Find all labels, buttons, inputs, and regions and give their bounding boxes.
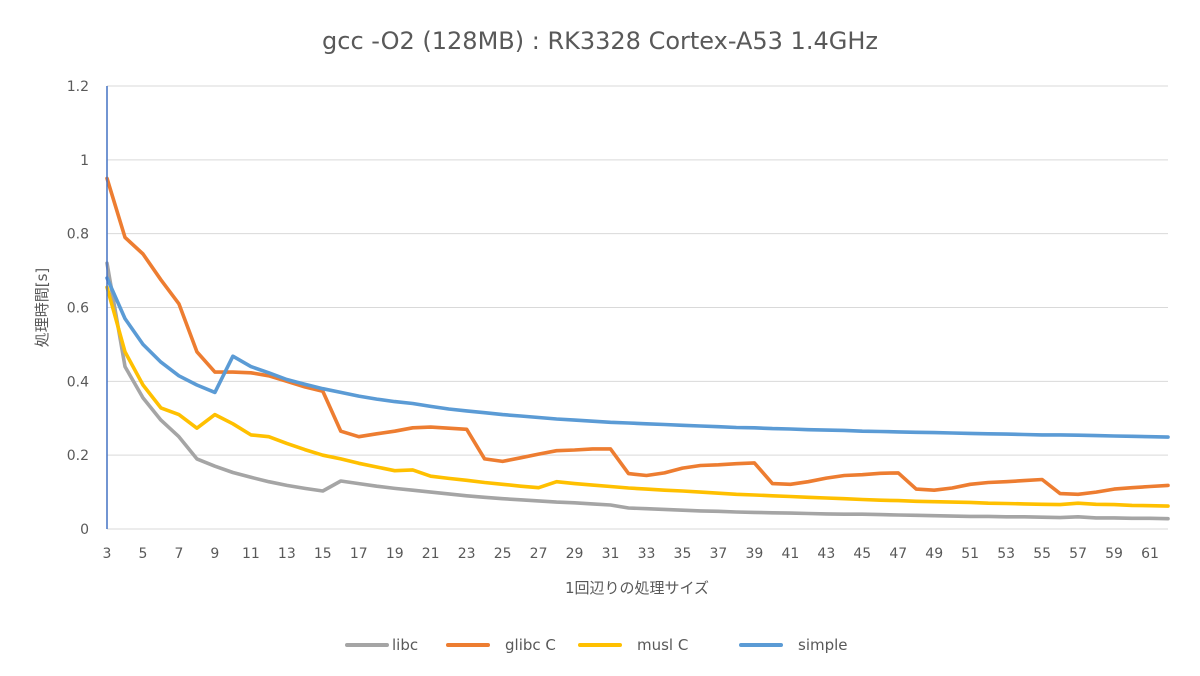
x-tick-label: 23	[458, 546, 476, 562]
legend-label: libc	[392, 636, 418, 654]
x-tick-label: 17	[350, 546, 368, 562]
y-tick-label: 0.2	[67, 448, 89, 464]
x-tick-label: 25	[494, 546, 512, 562]
gridlines	[107, 85, 1168, 530]
x-tick-label: 55	[1033, 546, 1051, 562]
x-tick-label: 9	[210, 546, 219, 562]
x-tick-label: 39	[745, 546, 763, 562]
x-axis-label: 1回辺りの処理サイズ	[565, 579, 709, 597]
series-line-glibc-c	[105, 176, 1170, 497]
series-lines	[105, 176, 1170, 521]
x-tick-label: 47	[889, 546, 907, 562]
x-tick-label: 13	[278, 546, 296, 562]
x-tick-label: 43	[817, 546, 835, 562]
x-tick-label: 15	[314, 546, 332, 562]
legend-label: glibc C	[505, 636, 556, 654]
series-line-simple	[105, 276, 1170, 439]
x-tick-label: 59	[1105, 546, 1123, 562]
x-tick-label: 3	[103, 546, 112, 562]
x-tick-label: 35	[674, 546, 692, 562]
x-tick-label: 51	[961, 546, 979, 562]
y-tick-label: 0	[80, 522, 89, 538]
y-tick-label: 1.2	[67, 79, 89, 95]
series-line-musl-c	[105, 285, 1170, 508]
x-tick-label: 31	[602, 546, 620, 562]
chart-title: gcc -O2 (128MB) : RK3328 Cortex-A53 1.4G…	[322, 27, 878, 55]
x-tick-label: 53	[997, 546, 1015, 562]
x-tick-label: 21	[422, 546, 440, 562]
series-line-libc	[105, 261, 1170, 521]
legend-label: simple	[798, 636, 848, 654]
legend-label: musl C	[637, 636, 688, 654]
y-axis-label: 処理時間[s]	[33, 268, 51, 348]
y-axis-ticks: 0 0.2 0.4 0.6 0.8 1 1.2	[67, 79, 89, 538]
x-tick-label: 49	[925, 546, 943, 562]
y-tick-label: 0.8	[67, 227, 89, 243]
y-tick-label: 0.6	[67, 301, 89, 317]
x-tick-label: 11	[242, 546, 260, 562]
x-tick-label: 37	[710, 546, 728, 562]
x-tick-label: 41	[781, 546, 799, 562]
x-tick-label: 57	[1069, 546, 1087, 562]
x-tick-label: 5	[139, 546, 148, 562]
legend: libc glibc C musl C simple	[345, 636, 848, 654]
x-tick-label: 33	[638, 546, 656, 562]
x-tick-label: 19	[386, 546, 404, 562]
x-tick-label: 29	[566, 546, 584, 562]
x-tick-label: 7	[174, 546, 183, 562]
x-tick-label: 61	[1141, 546, 1159, 562]
x-tick-label: 45	[853, 546, 871, 562]
x-axis-ticks: 3 5 7 9 11 13 15 17 19 21 23 25 27 29 31 33 35 37 39 41 43 45…	[103, 546, 1159, 562]
x-tick-label: 27	[530, 546, 548, 562]
y-tick-label: 1	[80, 153, 89, 169]
y-tick-label: 0.4	[67, 374, 89, 390]
